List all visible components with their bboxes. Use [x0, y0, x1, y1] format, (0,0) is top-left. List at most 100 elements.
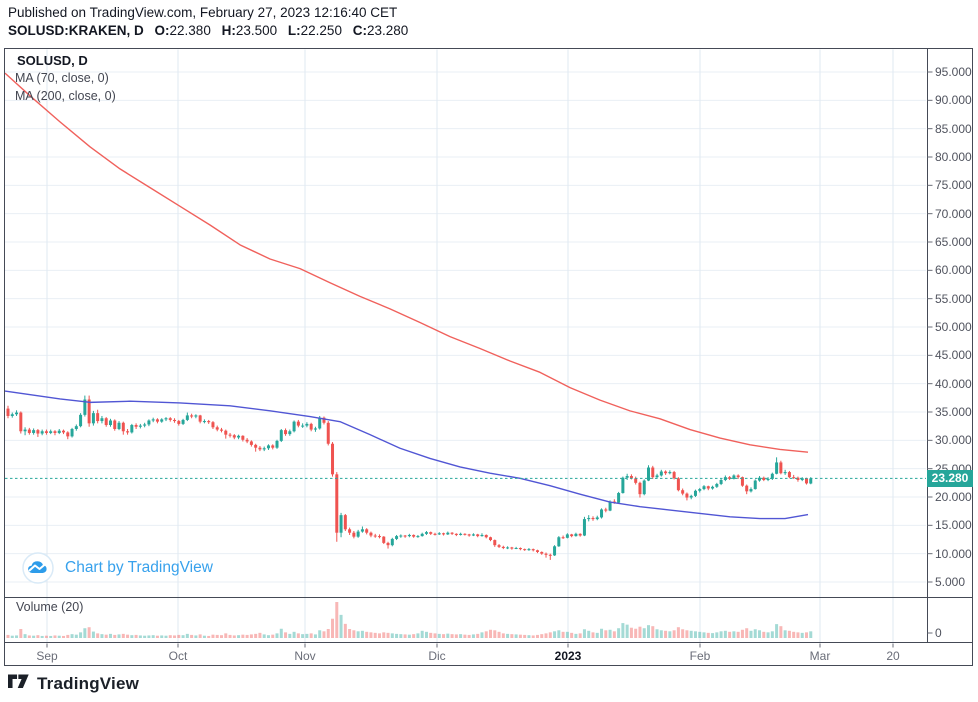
volume-bar — [202, 635, 206, 638]
volume-bar — [10, 635, 14, 638]
candle-body — [91, 413, 95, 424]
volume-bar — [625, 624, 629, 638]
price-axis-label: 85.000 — [935, 121, 972, 136]
volume-bar — [164, 635, 168, 638]
volume-bar — [501, 633, 505, 638]
volume-bar — [634, 628, 638, 638]
volume-zero-label: 0 — [935, 626, 942, 640]
candle-body — [126, 431, 130, 433]
candle-body — [676, 478, 680, 491]
volume-bar — [792, 631, 796, 638]
volume-bar — [168, 635, 172, 638]
low-value: 22.250 — [300, 23, 342, 38]
volume-bar — [305, 633, 309, 638]
volume-bar — [390, 633, 394, 638]
volume-bar — [770, 631, 774, 638]
candle-body — [476, 534, 480, 537]
volume-bar — [237, 635, 241, 638]
candle-body — [420, 533, 424, 537]
candle-body — [254, 444, 258, 448]
candle-body — [220, 429, 223, 431]
volume-bar — [587, 630, 591, 638]
candle-body — [514, 548, 518, 549]
volume-bar — [433, 633, 437, 638]
price-axis-label: 60.000 — [935, 263, 972, 278]
volume-bar — [108, 633, 112, 638]
candle-body — [211, 422, 215, 428]
time-axis-label: Oct — [168, 649, 188, 663]
ma70-line — [4, 390, 809, 520]
volume-bar — [399, 634, 403, 638]
candle-body — [40, 431, 44, 434]
volume-bar — [339, 614, 343, 638]
candle-body — [326, 422, 330, 444]
published-line: Published on TradingView.com, February 2… — [8, 5, 398, 20]
volume-bar — [36, 635, 40, 638]
volume-bar — [266, 635, 270, 638]
volume-bar — [800, 632, 804, 638]
candle-body — [685, 493, 689, 498]
legend-symbol[interactable]: SOLUSD, D — [17, 53, 88, 68]
candle-body — [706, 486, 710, 489]
volume-bar — [134, 634, 138, 638]
candle-body — [416, 536, 420, 538]
volume-bar — [241, 634, 245, 638]
volume-bar — [736, 631, 740, 638]
candle-body — [489, 537, 493, 541]
candle-body — [108, 420, 112, 426]
volume-bar — [655, 629, 659, 638]
candle-body — [87, 399, 91, 424]
volume-bar — [506, 633, 510, 638]
candle-body — [305, 423, 309, 426]
volume-bar — [775, 624, 779, 638]
volume-bar — [608, 629, 612, 638]
watermark-link[interactable]: Chart by TradingView — [65, 559, 213, 576]
volume-bar — [198, 634, 202, 638]
tradingview-watermark[interactable]: Chart by TradingView — [22, 552, 213, 584]
candle-body — [604, 509, 608, 511]
candle-body — [467, 534, 471, 536]
price-axis-label: 90.000 — [935, 93, 972, 108]
volume-bar — [275, 633, 279, 638]
candle-body — [578, 533, 582, 536]
price-axis-label: 20.000 — [935, 490, 972, 504]
candle-body — [582, 519, 586, 536]
volume-bar — [621, 623, 625, 638]
candle-body — [804, 478, 808, 484]
candle-body — [518, 548, 522, 550]
tradingview-logo[interactable]: TradingView — [8, 673, 139, 694]
legend-ma200[interactable]: MA (200, close, 0) — [15, 89, 116, 103]
candle-body — [745, 485, 749, 492]
candle-body — [450, 532, 454, 534]
candle-body — [693, 490, 697, 496]
candle-body — [638, 482, 642, 495]
volume-bar — [301, 634, 305, 638]
candle-body — [766, 478, 770, 480]
candle-body — [651, 467, 655, 478]
volume-bar — [15, 635, 19, 638]
volume-bar — [659, 630, 663, 638]
candle-body — [493, 540, 497, 546]
candle-body — [318, 417, 322, 429]
volume-bar — [604, 630, 608, 638]
volume-bar — [518, 634, 522, 638]
volume-bar — [783, 630, 787, 638]
volume-bar — [348, 629, 352, 638]
volume-bar — [681, 629, 685, 638]
candle-body — [668, 472, 672, 474]
price-axis-label: 80.000 — [935, 150, 972, 164]
volume-bar — [766, 632, 770, 638]
volume-bar — [83, 628, 87, 638]
candle-body — [770, 473, 774, 479]
volume-bar — [437, 633, 441, 638]
volume-bar — [514, 634, 518, 638]
volume-bar — [117, 634, 121, 638]
candle-body — [800, 478, 804, 480]
legend-ma70[interactable]: MA (70, close, 0) — [15, 71, 109, 85]
volume-bar — [262, 634, 266, 638]
candle-body — [32, 430, 36, 433]
volume-pane-label[interactable]: Volume (20) — [16, 600, 84, 614]
candle-body — [647, 467, 650, 481]
volume-bar — [548, 632, 552, 638]
